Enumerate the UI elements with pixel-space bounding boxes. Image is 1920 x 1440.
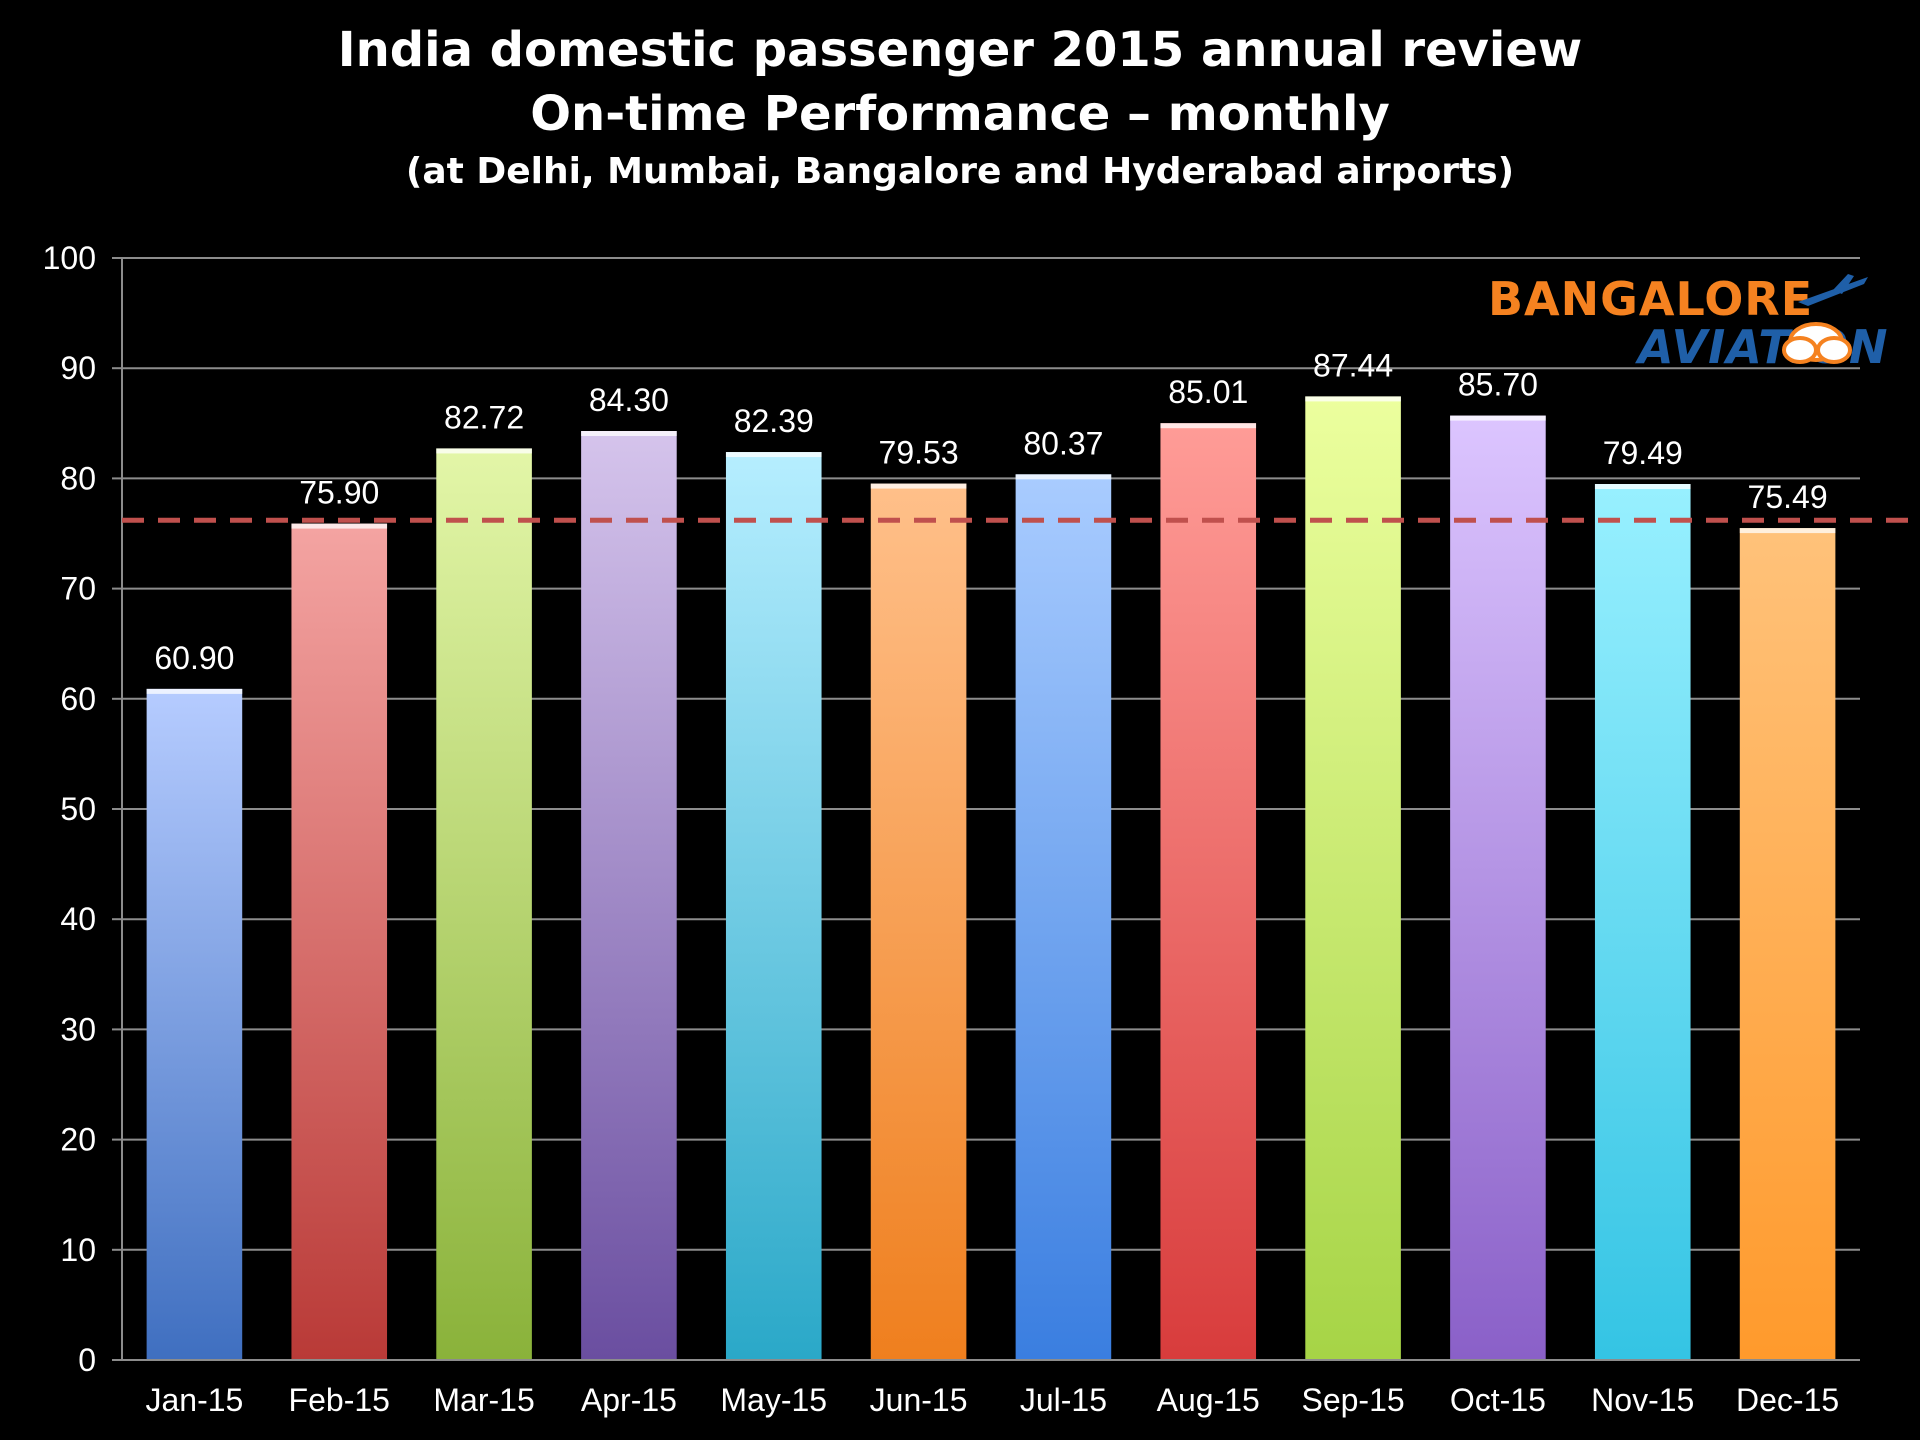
bar-top-highlight xyxy=(1160,423,1257,429)
bar-top-highlight xyxy=(436,448,532,454)
x-tick-label: Aug-15 xyxy=(1157,1382,1260,1418)
data-label: 85.01 xyxy=(1168,374,1248,410)
data-label: 80.37 xyxy=(1023,425,1103,461)
y-tick-label: 40 xyxy=(60,901,96,937)
bar xyxy=(146,688,243,1360)
bar-top-highlight xyxy=(725,452,822,458)
logo-text-line-1: BANGALORE xyxy=(1488,272,1814,326)
data-labels: 60.90 Jan-15 75.90 Feb-15 82.72 Mar-15 84.30 Ap… xyxy=(145,347,1839,1418)
bangalore-aviation-logo: BANGALORE AVIATION xyxy=(1488,272,1888,374)
axes: 0 10 20 30 40 50 60 70 80 90 100 xyxy=(43,240,1860,1378)
x-tick-label: Nov-15 xyxy=(1591,1382,1694,1418)
y-tick-label: 90 xyxy=(60,350,96,386)
bar xyxy=(1594,484,1691,1360)
x-tick-label: Jun-15 xyxy=(870,1382,968,1418)
bar-top-highlight xyxy=(146,688,243,694)
bars xyxy=(146,396,1836,1360)
y-tick-label: 50 xyxy=(60,791,96,827)
bar xyxy=(1739,528,1836,1360)
bar xyxy=(1015,474,1112,1360)
x-tick-label: Sep-15 xyxy=(1301,1382,1404,1418)
data-label: 85.70 xyxy=(1458,367,1538,403)
y-tick-label: 20 xyxy=(60,1122,96,1158)
data-label: 84.30 xyxy=(589,382,669,418)
bar-top-highlight xyxy=(291,523,388,529)
bar xyxy=(581,431,677,1360)
data-label: 75.49 xyxy=(1748,479,1828,515)
data-label: 79.53 xyxy=(879,435,959,471)
data-label: 79.49 xyxy=(1603,435,1683,471)
bar-top-highlight xyxy=(1450,415,1546,421)
title-line-3: (at Delhi, Mumbai, Bangalore and Hyderab… xyxy=(405,151,1515,192)
x-tick-label: Jul-15 xyxy=(1020,1382,1107,1418)
bar-top-highlight xyxy=(1015,474,1112,480)
gridlines xyxy=(112,257,1860,1361)
data-label: 82.72 xyxy=(444,399,524,435)
bar xyxy=(725,452,822,1360)
y-tick-label: 30 xyxy=(60,1011,96,1047)
y-tick-label: 100 xyxy=(43,240,96,276)
x-tick-label: Dec-15 xyxy=(1736,1382,1839,1418)
x-tick-label: Jan-15 xyxy=(145,1382,243,1418)
x-tick-label: Apr-15 xyxy=(581,1382,677,1418)
bar xyxy=(1160,423,1257,1360)
data-label: 82.39 xyxy=(734,403,814,439)
bar xyxy=(870,483,967,1360)
y-tick-label: 80 xyxy=(60,460,96,496)
chart-title: India domestic passenger 2015 annual rev… xyxy=(0,18,1920,198)
data-label: 60.90 xyxy=(154,640,234,676)
bar-top-highlight xyxy=(870,483,967,489)
y-tick-label: 70 xyxy=(60,571,96,607)
y-tick-label: 10 xyxy=(60,1232,96,1268)
title-line-2: On-time Performance – monthly xyxy=(530,86,1390,142)
x-tick-label: Mar-15 xyxy=(433,1382,534,1418)
bar xyxy=(291,523,388,1360)
data-label: 87.44 xyxy=(1313,347,1393,383)
x-tick-label: Feb-15 xyxy=(289,1382,390,1418)
bar xyxy=(1450,415,1546,1360)
bar-top-highlight xyxy=(1594,484,1691,490)
data-label: 75.90 xyxy=(299,475,379,511)
x-tick-label: Oct-15 xyxy=(1450,1382,1546,1418)
bar-top-highlight xyxy=(1739,528,1836,534)
x-tick-label: May-15 xyxy=(720,1382,827,1418)
airplane-cloud-icon xyxy=(1782,274,1868,364)
bar xyxy=(1305,396,1401,1360)
bar-top-highlight xyxy=(581,431,677,437)
y-tick-label: 60 xyxy=(60,681,96,717)
y-tick-label: 0 xyxy=(78,1342,96,1378)
title-line-1: India domestic passenger 2015 annual rev… xyxy=(337,22,1583,78)
bar xyxy=(436,448,532,1360)
bar-top-highlight xyxy=(1305,396,1401,402)
